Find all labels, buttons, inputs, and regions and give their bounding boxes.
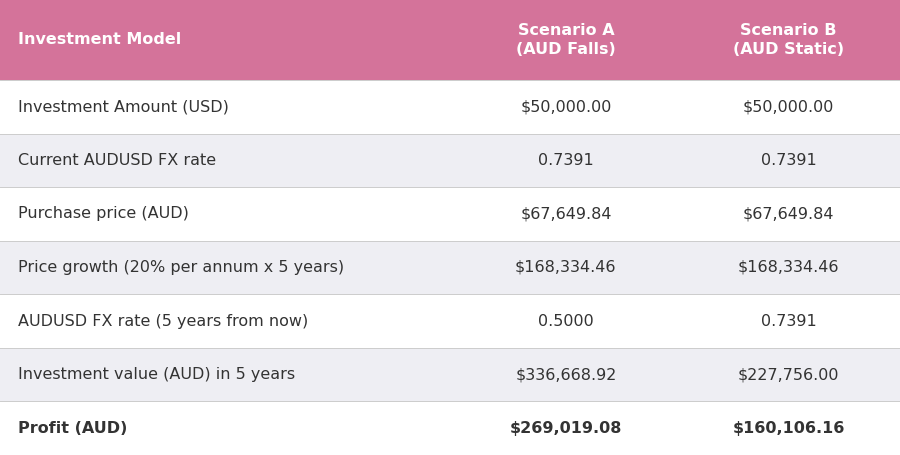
Text: 0.5000: 0.5000 xyxy=(538,313,594,329)
Text: Current AUDUSD FX rate: Current AUDUSD FX rate xyxy=(18,153,216,168)
Text: Scenario B
(AUD Static): Scenario B (AUD Static) xyxy=(734,23,844,57)
Text: $168,334.46: $168,334.46 xyxy=(738,260,840,275)
Text: Investment Amount (USD): Investment Amount (USD) xyxy=(18,99,229,114)
Text: $67,649.84: $67,649.84 xyxy=(742,207,834,222)
Bar xyxy=(677,0,900,80)
Bar xyxy=(677,348,900,401)
Text: 0.7391: 0.7391 xyxy=(760,313,816,329)
Bar xyxy=(0,134,454,187)
Bar xyxy=(454,294,677,348)
Bar xyxy=(0,294,454,348)
Bar xyxy=(677,294,900,348)
Bar xyxy=(677,80,900,134)
Bar xyxy=(454,187,677,241)
Bar xyxy=(0,241,454,294)
Bar xyxy=(454,134,677,187)
Bar xyxy=(0,0,454,80)
Bar xyxy=(0,80,454,134)
Text: 0.7391: 0.7391 xyxy=(538,153,594,168)
Text: Purchase price (AUD): Purchase price (AUD) xyxy=(18,207,189,222)
Bar xyxy=(677,241,900,294)
Text: Investment value (AUD) in 5 years: Investment value (AUD) in 5 years xyxy=(18,367,295,382)
Bar xyxy=(454,80,677,134)
Bar xyxy=(677,134,900,187)
Bar xyxy=(677,401,900,455)
Text: $160,106.16: $160,106.16 xyxy=(733,421,845,436)
Bar xyxy=(0,187,454,241)
Text: $227,756.00: $227,756.00 xyxy=(738,367,840,382)
Bar xyxy=(0,401,454,455)
Text: AUDUSD FX rate (5 years from now): AUDUSD FX rate (5 years from now) xyxy=(18,313,308,329)
Text: Scenario A
(AUD Falls): Scenario A (AUD Falls) xyxy=(516,23,616,57)
Text: $67,649.84: $67,649.84 xyxy=(520,207,612,222)
Text: $269,019.08: $269,019.08 xyxy=(509,421,622,436)
Bar xyxy=(454,348,677,401)
Text: $50,000.00: $50,000.00 xyxy=(742,99,834,114)
Text: Profit (AUD): Profit (AUD) xyxy=(18,421,128,436)
Bar xyxy=(454,241,677,294)
Text: $336,668.92: $336,668.92 xyxy=(515,367,616,382)
Text: 0.7391: 0.7391 xyxy=(760,153,816,168)
Text: Price growth (20% per annum x 5 years): Price growth (20% per annum x 5 years) xyxy=(18,260,344,275)
Bar xyxy=(454,0,677,80)
Text: $168,334.46: $168,334.46 xyxy=(515,260,616,275)
Text: $50,000.00: $50,000.00 xyxy=(520,99,612,114)
Bar xyxy=(454,401,677,455)
Text: Investment Model: Investment Model xyxy=(18,32,181,47)
Bar xyxy=(677,187,900,241)
Bar xyxy=(0,348,454,401)
